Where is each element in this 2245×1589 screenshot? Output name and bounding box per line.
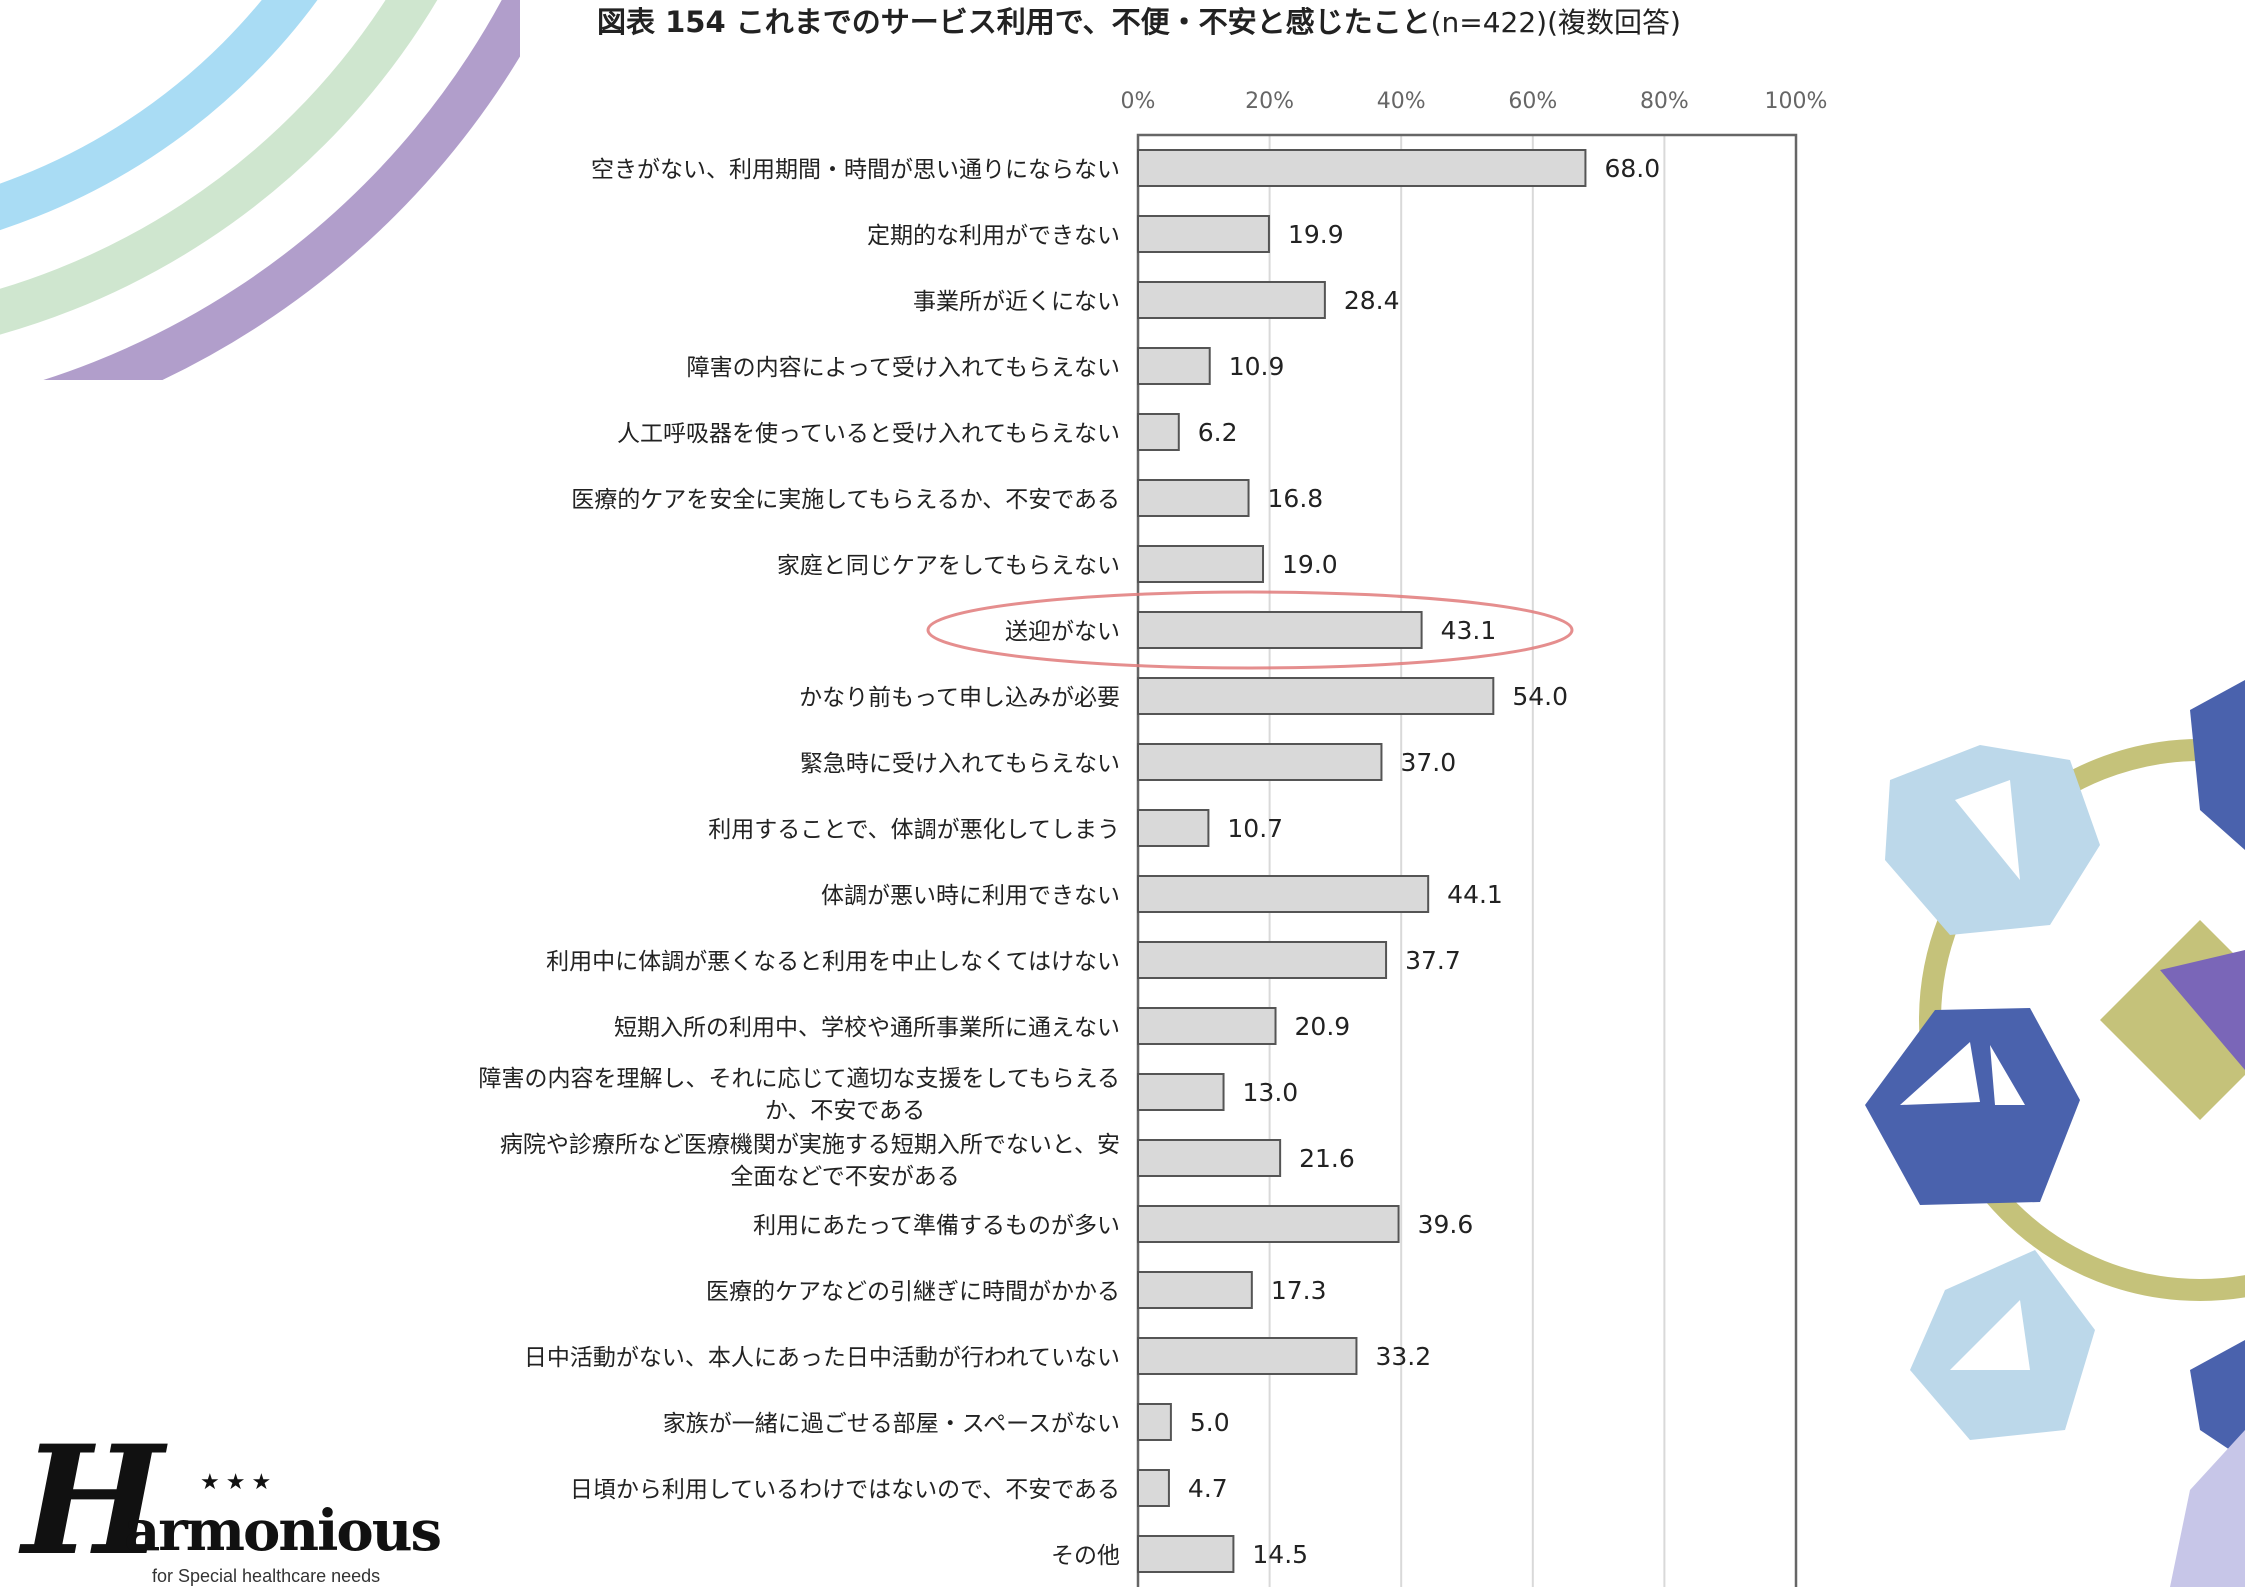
bar <box>1137 281 1326 319</box>
category-label: 空きがない、利用期間・時間が思い通りにならない <box>591 157 1120 183</box>
x-tick-label: 0% <box>1121 89 1156 114</box>
category-label: 医療的ケアを安全に実施してもらえるか、不安である <box>571 487 1120 513</box>
bar-value-label: 13.0 <box>1243 1078 1299 1107</box>
plot-frame <box>1136 133 1798 1587</box>
x-tick-label: 60% <box>1508 89 1557 114</box>
bar-value-label: 16.8 <box>1268 484 1324 513</box>
bar-value-label: 19.0 <box>1282 550 1338 579</box>
category-label: かなり前もって申し込みが必要 <box>799 685 1120 711</box>
deco-violet-triangle <box>2160 950 2245 1070</box>
bar-value-label: 6.2 <box>1198 418 1238 447</box>
bar-value-label: 5.0 <box>1190 1408 1230 1437</box>
bar <box>1137 347 1211 385</box>
category-label: 障害の内容を理解し、それに応じて適切な支援をしてもらえる <box>479 1066 1120 1092</box>
category-label: 利用することで、体調が悪化してしまう <box>708 817 1120 843</box>
bar <box>1137 1403 1172 1441</box>
bar-value-label: 4.7 <box>1188 1474 1228 1503</box>
bar <box>1137 809 1210 847</box>
x-tick-label: 80% <box>1640 89 1689 114</box>
category-label: 体調が悪い時に利用できない <box>821 883 1120 909</box>
bar <box>1137 1535 1235 1573</box>
chart-title-container: 図表 154 これまでのサービス利用で、不便・不安と感じたこと(n=422)(複… <box>597 0 1681 44</box>
deco-hex-light-2-sail <box>1950 1300 2030 1370</box>
category-label: 日頃から利用しているわけではないので、不安である <box>570 1477 1120 1503</box>
bar <box>1137 1007 1277 1045</box>
category-label: 医療的ケアなどの引継ぎに時間がかかる <box>706 1279 1120 1305</box>
deco-hex-navy-sail-2 <box>1990 1045 2025 1105</box>
bar-value-label: 43.1 <box>1441 616 1497 645</box>
category-label: 緊急時に受け入れてもらえない <box>800 751 1120 777</box>
deco-navy-top <box>2190 680 2245 850</box>
bar-value-label: 10.9 <box>1229 352 1285 381</box>
bar <box>1137 1073 1225 1111</box>
bar-value-label: 14.5 <box>1252 1540 1308 1569</box>
category-label: 利用中に体調が悪くなると利用を中止しなくてはけない <box>546 949 1120 975</box>
bar-value-label: 37.0 <box>1400 748 1456 777</box>
category-label: か、不安である <box>765 1098 925 1124</box>
bar <box>1137 1205 1400 1243</box>
bar-value-label: 19.9 <box>1288 220 1344 249</box>
logo-initial: H <box>22 1413 164 1589</box>
chart-subtitle: (n=422)(複数回答) <box>1430 6 1681 39</box>
category-label: その他 <box>1051 1543 1120 1569</box>
category-label: 人工呼吸器を使っていると受け入れてもらえない <box>617 421 1120 447</box>
bar <box>1137 941 1388 979</box>
harmonious-logo: H ★★★ armonious for Special healthcare n… <box>0 1408 442 1589</box>
bar <box>1137 479 1250 517</box>
category-label: 障害の内容によって受け入れてもらえない <box>687 355 1120 381</box>
bar-value-label: 20.9 <box>1295 1012 1351 1041</box>
bar <box>1137 1469 1170 1507</box>
logo-wordmark: armonious <box>124 1498 442 1564</box>
category-label: 定期的な利用ができない <box>867 223 1120 249</box>
bar <box>1137 611 1423 649</box>
category-label: 事業所が近くにない <box>913 289 1120 315</box>
bar-value-label: 33.2 <box>1375 1342 1431 1371</box>
deco-hex-light-1-sail <box>1955 780 2020 880</box>
bar-value-label: 10.7 <box>1227 814 1283 843</box>
bar-value-label: 68.0 <box>1604 154 1660 183</box>
bar-value-label: 17.3 <box>1271 1276 1327 1305</box>
category-label: 日中活動がない、本人にあった日中活動が行われていない <box>524 1345 1120 1371</box>
bar <box>1137 149 1587 187</box>
bar-value-label: 39.6 <box>1418 1210 1474 1239</box>
x-tick-label: 40% <box>1377 89 1426 114</box>
deco-hex-navy <box>1865 1008 2080 1205</box>
deco-lavender-bottom <box>2170 1430 2245 1587</box>
chart-title: 図表 154 これまでのサービス利用で、不便・不安と感じたこと <box>597 5 1431 39</box>
bar <box>1137 1337 1358 1375</box>
bar <box>1137 743 1383 781</box>
logo-tagline: for Special healthcare needs <box>152 1566 381 1586</box>
category-label: 家庭と同じケアをしてもらえない <box>777 553 1120 579</box>
bar-value-label: 44.1 <box>1447 880 1503 909</box>
bar <box>1137 215 1270 253</box>
bar-value-label: 28.4 <box>1344 286 1400 315</box>
bar <box>1137 1271 1253 1309</box>
bar-value-label: 37.7 <box>1405 946 1461 975</box>
deco-navy-bottom <box>2190 1340 2245 1460</box>
bar <box>1137 1139 1282 1177</box>
category-label: 家族が一緒に過ごせる部屋・スペースがない <box>663 1411 1120 1437</box>
decorative-geometric-illustration <box>1865 680 2245 1587</box>
bar <box>1137 875 1430 913</box>
deco-hex-navy-sail <box>1900 1042 1980 1105</box>
bar <box>1137 545 1265 583</box>
x-tick-label: 100% <box>1765 89 1828 114</box>
logo-stars: ★★★ <box>200 1470 278 1495</box>
x-tick-label: 20% <box>1245 89 1294 114</box>
category-label: 利用にあたって準備するものが多い <box>753 1213 1120 1239</box>
highlight-ellipse <box>926 590 1574 670</box>
category-label: 全面などで不安がある <box>730 1164 960 1190</box>
category-label: 送迎がない <box>1005 619 1120 645</box>
bar-value-label: 21.6 <box>1299 1144 1355 1173</box>
bar <box>1137 677 1495 715</box>
category-label: 短期入所の利用中、学校や通所事業所に通えない <box>614 1015 1120 1041</box>
bar <box>1137 413 1180 451</box>
category-label: 病院や診療所など医療機関が実施する短期入所でないと、安 <box>500 1132 1120 1158</box>
bar-value-label: 54.0 <box>1512 682 1568 711</box>
